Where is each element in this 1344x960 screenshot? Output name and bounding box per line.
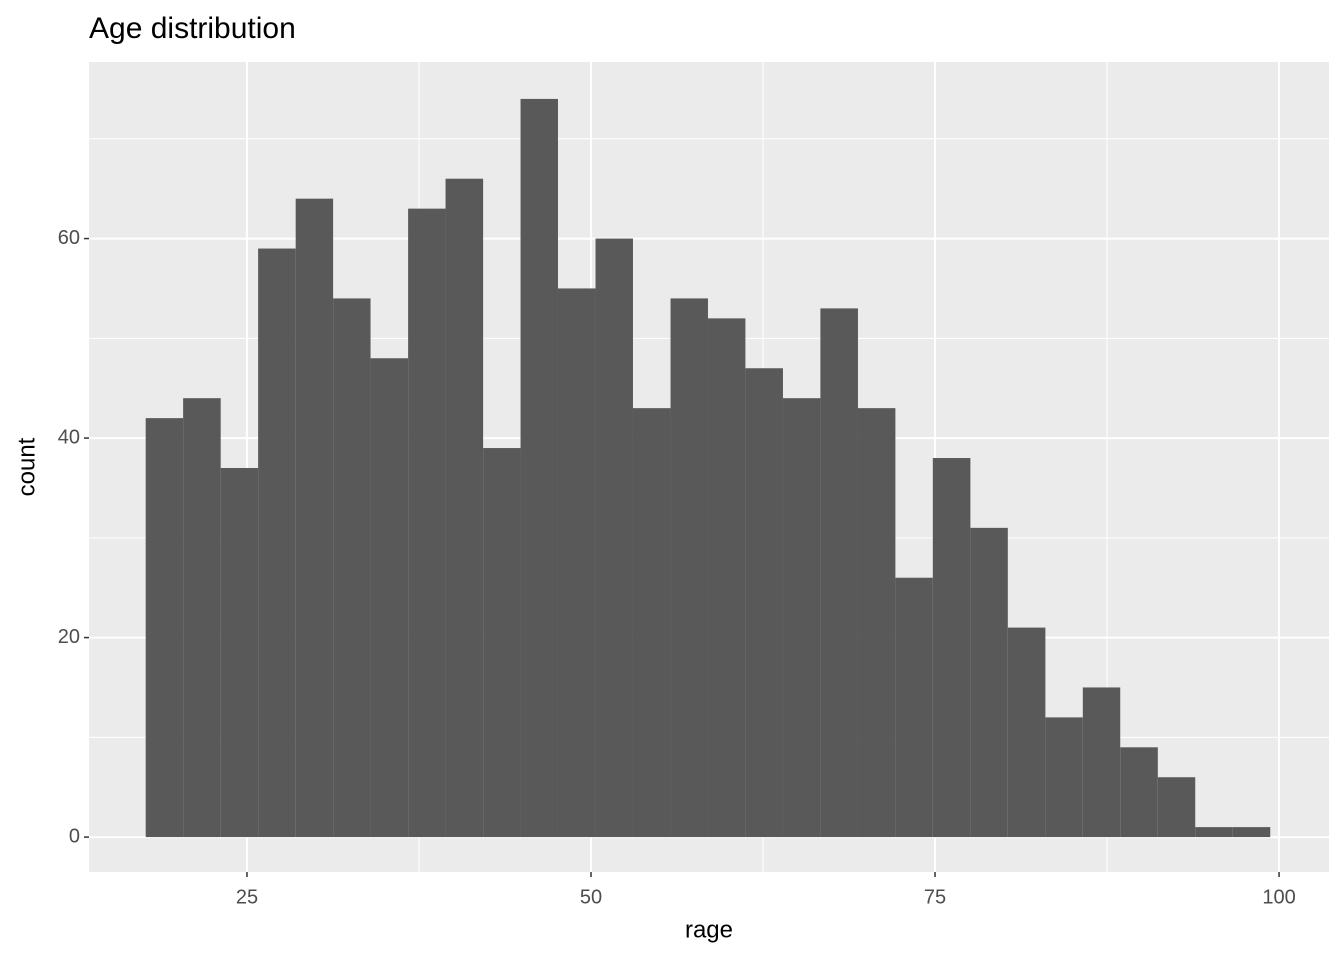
- bar: [557, 288, 596, 838]
- x-tick-label: 75: [924, 886, 946, 908]
- bar: [1195, 827, 1233, 838]
- bar: [258, 248, 296, 838]
- bar: [895, 577, 933, 838]
- x-axis-title: rage: [685, 916, 733, 943]
- bar: [632, 408, 671, 838]
- bar: [1232, 827, 1271, 838]
- bar: [707, 318, 746, 838]
- bar: [1045, 717, 1083, 838]
- y-tick-label: 40: [58, 426, 80, 448]
- bar: [745, 368, 783, 838]
- bar: [1007, 627, 1046, 838]
- bar: [295, 198, 334, 838]
- bar: [820, 308, 858, 838]
- y-tick-label: 0: [69, 825, 80, 847]
- bar: [1120, 747, 1158, 838]
- bar: [370, 358, 409, 838]
- bar: [970, 527, 1008, 838]
- bar: [1157, 777, 1196, 838]
- bar: [670, 298, 708, 838]
- y-axis-title: count: [13, 437, 40, 496]
- bar: [220, 467, 259, 838]
- bar: [782, 398, 821, 838]
- bar: [145, 418, 184, 838]
- bar: [520, 98, 558, 838]
- bar: [445, 178, 484, 838]
- x-tick-label: 50: [580, 886, 602, 908]
- bar: [333, 298, 371, 838]
- bar: [595, 238, 633, 838]
- bar: [183, 398, 221, 838]
- x-tick-label: 25: [236, 886, 258, 908]
- bar: [408, 208, 446, 838]
- y-tick-label: 60: [58, 227, 80, 249]
- y-tick-label: 20: [58, 626, 80, 648]
- bar: [932, 458, 971, 838]
- chart-title: Age distribution: [89, 12, 296, 45]
- x-tick-label: 100: [1262, 886, 1295, 908]
- bar: [1082, 687, 1121, 838]
- bar: [857, 408, 896, 838]
- bar: [483, 448, 521, 838]
